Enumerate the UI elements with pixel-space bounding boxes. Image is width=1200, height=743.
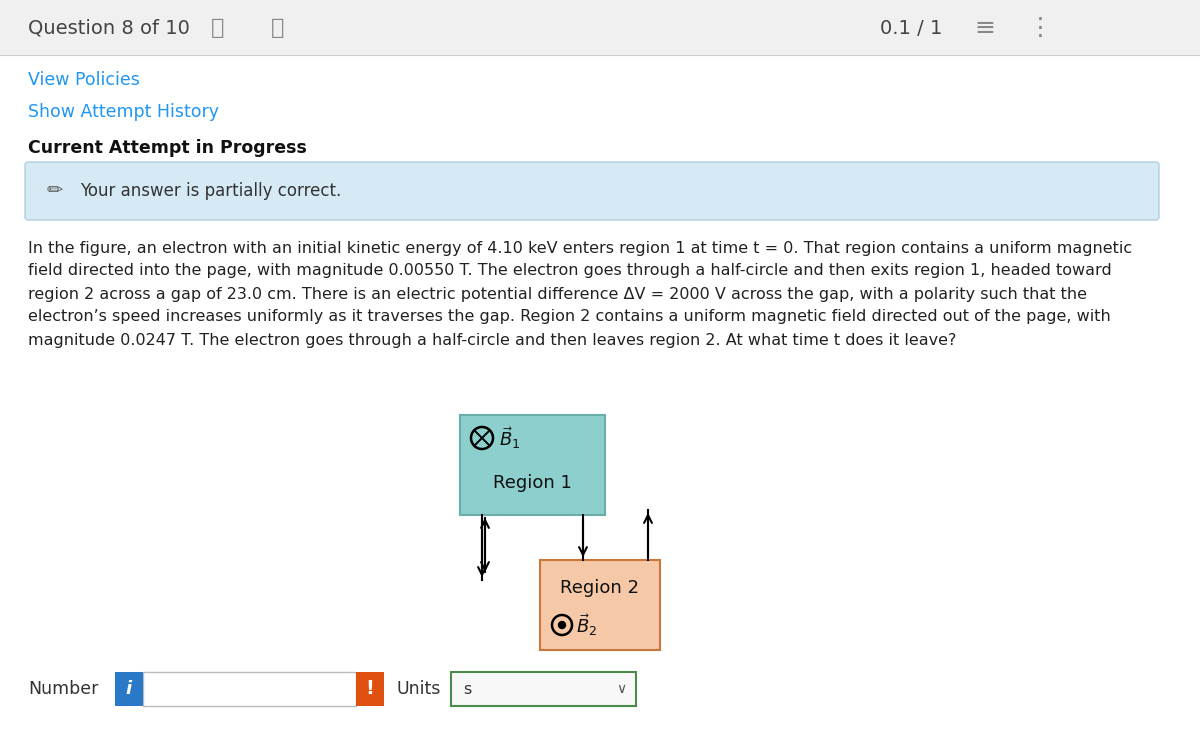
Bar: [540, 560, 660, 650]
Text: ⋮: ⋮: [1027, 16, 1052, 40]
Text: 〉: 〉: [271, 18, 284, 38]
Bar: [115, 672, 143, 706]
Bar: [460, 415, 605, 515]
Circle shape: [558, 621, 565, 629]
Text: magnitude 0.0247 T. The electron goes through a half-circle and then leaves regi: magnitude 0.0247 T. The electron goes th…: [28, 333, 956, 348]
Text: Region 2: Region 2: [560, 579, 640, 597]
Text: $\vec{B}_2$: $\vec{B}_2$: [576, 612, 598, 638]
Text: ∨: ∨: [616, 682, 626, 696]
Text: ✏: ✏: [47, 181, 64, 201]
Text: s: s: [463, 681, 472, 696]
Text: Number: Number: [28, 680, 98, 698]
Text: i: i: [126, 680, 132, 698]
FancyBboxPatch shape: [25, 162, 1159, 220]
Bar: [143, 672, 356, 706]
Text: Question 8 of 10: Question 8 of 10: [28, 19, 190, 37]
Text: electron’s speed increases uniformly as it traverses the gap. Region 2 contains : electron’s speed increases uniformly as …: [28, 310, 1111, 325]
Text: region 2 across a gap of 23.0 cm. There is an electric potential difference ΔV =: region 2 across a gap of 23.0 cm. There …: [28, 287, 1087, 302]
Text: Region 1: Region 1: [493, 474, 572, 492]
Text: !: !: [366, 680, 374, 698]
Text: ≡: ≡: [974, 16, 996, 40]
Text: In the figure, an electron with an initial kinetic energy of 4.10 keV enters reg: In the figure, an electron with an initi…: [28, 241, 1132, 256]
Text: $\vec{B}_1$: $\vec{B}_1$: [499, 425, 521, 451]
Text: Your answer is partially correct.: Your answer is partially correct.: [80, 182, 341, 200]
Text: Current Attempt in Progress: Current Attempt in Progress: [28, 139, 307, 157]
Bar: [0, 0, 1200, 55]
Text: 〈: 〈: [211, 18, 224, 38]
Bar: [356, 672, 384, 706]
Text: Units: Units: [396, 680, 440, 698]
Bar: [451, 672, 636, 706]
Text: 0.1 / 1: 0.1 / 1: [880, 19, 942, 37]
Text: Show Attempt History: Show Attempt History: [28, 103, 220, 121]
Text: View Policies: View Policies: [28, 71, 140, 89]
Text: field directed into the page, with magnitude 0.00550 T. The electron goes throug: field directed into the page, with magni…: [28, 264, 1111, 279]
